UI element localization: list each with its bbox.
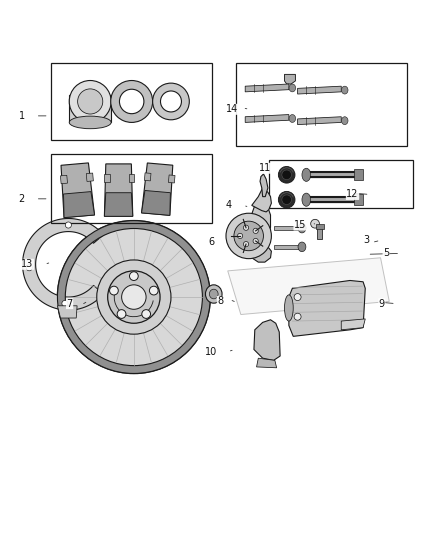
Ellipse shape	[279, 191, 295, 208]
Polygon shape	[254, 320, 280, 360]
Bar	[51, 63, 212, 140]
Bar	[237, 63, 407, 147]
Text: 11: 11	[259, 163, 272, 173]
Circle shape	[65, 222, 71, 228]
Ellipse shape	[209, 289, 218, 299]
Bar	[354, 169, 363, 181]
Circle shape	[253, 228, 258, 233]
Polygon shape	[289, 280, 365, 336]
Bar	[354, 194, 363, 205]
Ellipse shape	[298, 223, 306, 233]
Polygon shape	[247, 203, 271, 258]
Circle shape	[294, 294, 301, 301]
Polygon shape	[285, 75, 295, 84]
Ellipse shape	[342, 86, 348, 94]
Circle shape	[130, 272, 138, 280]
Bar	[69, 95, 111, 123]
Polygon shape	[260, 174, 268, 197]
Text: 6: 6	[208, 238, 215, 247]
Polygon shape	[61, 163, 95, 217]
Circle shape	[311, 220, 319, 228]
Polygon shape	[104, 164, 133, 216]
Polygon shape	[228, 258, 389, 314]
Polygon shape	[57, 306, 77, 318]
Polygon shape	[297, 86, 341, 94]
Ellipse shape	[282, 195, 291, 205]
Circle shape	[62, 301, 68, 306]
Text: 8: 8	[217, 296, 223, 306]
Bar	[316, 224, 324, 229]
Polygon shape	[245, 115, 289, 123]
Text: 2: 2	[18, 194, 25, 204]
Circle shape	[142, 310, 151, 318]
Bar	[274, 226, 300, 230]
Polygon shape	[128, 174, 134, 182]
Polygon shape	[297, 117, 341, 125]
Circle shape	[237, 233, 243, 239]
Circle shape	[97, 260, 171, 334]
Ellipse shape	[289, 115, 296, 123]
Ellipse shape	[342, 117, 348, 125]
Polygon shape	[145, 173, 151, 181]
Circle shape	[253, 238, 258, 244]
Polygon shape	[141, 190, 170, 215]
Bar	[317, 228, 322, 239]
Polygon shape	[64, 191, 95, 217]
Ellipse shape	[282, 170, 291, 180]
Text: 4: 4	[226, 200, 232, 211]
Polygon shape	[141, 163, 173, 215]
Text: 3: 3	[364, 235, 370, 245]
Bar	[51, 154, 212, 223]
Polygon shape	[60, 175, 67, 184]
Ellipse shape	[285, 295, 293, 321]
Circle shape	[122, 285, 146, 309]
Polygon shape	[104, 193, 133, 216]
Polygon shape	[245, 84, 289, 92]
Polygon shape	[251, 246, 272, 262]
Ellipse shape	[302, 168, 311, 181]
Text: 9: 9	[379, 298, 385, 309]
Text: 13: 13	[21, 260, 33, 269]
Ellipse shape	[302, 193, 311, 206]
Circle shape	[117, 310, 126, 318]
Ellipse shape	[69, 80, 111, 123]
Ellipse shape	[69, 116, 111, 128]
Polygon shape	[257, 358, 277, 368]
Text: 5: 5	[383, 248, 389, 259]
Ellipse shape	[279, 166, 295, 183]
Circle shape	[294, 313, 301, 320]
Text: 7: 7	[67, 298, 73, 309]
Polygon shape	[169, 175, 175, 183]
Circle shape	[226, 213, 272, 259]
Circle shape	[57, 221, 210, 374]
Text: 15: 15	[294, 220, 306, 230]
Circle shape	[108, 271, 160, 323]
Circle shape	[26, 265, 32, 271]
Ellipse shape	[298, 242, 306, 252]
Ellipse shape	[205, 285, 222, 303]
Circle shape	[110, 286, 118, 295]
Polygon shape	[22, 219, 103, 310]
Polygon shape	[341, 319, 365, 330]
Circle shape	[244, 241, 249, 247]
Bar	[269, 159, 413, 207]
Text: 14: 14	[226, 104, 239, 114]
Polygon shape	[86, 173, 93, 181]
Ellipse shape	[289, 84, 296, 92]
Ellipse shape	[78, 89, 103, 114]
Text: 12: 12	[346, 189, 359, 199]
Circle shape	[234, 221, 263, 251]
Bar	[274, 245, 300, 249]
Circle shape	[149, 286, 158, 295]
Polygon shape	[252, 188, 272, 212]
Polygon shape	[104, 174, 110, 182]
Text: 1: 1	[18, 111, 25, 121]
Text: 10: 10	[205, 346, 217, 357]
Circle shape	[244, 225, 249, 230]
